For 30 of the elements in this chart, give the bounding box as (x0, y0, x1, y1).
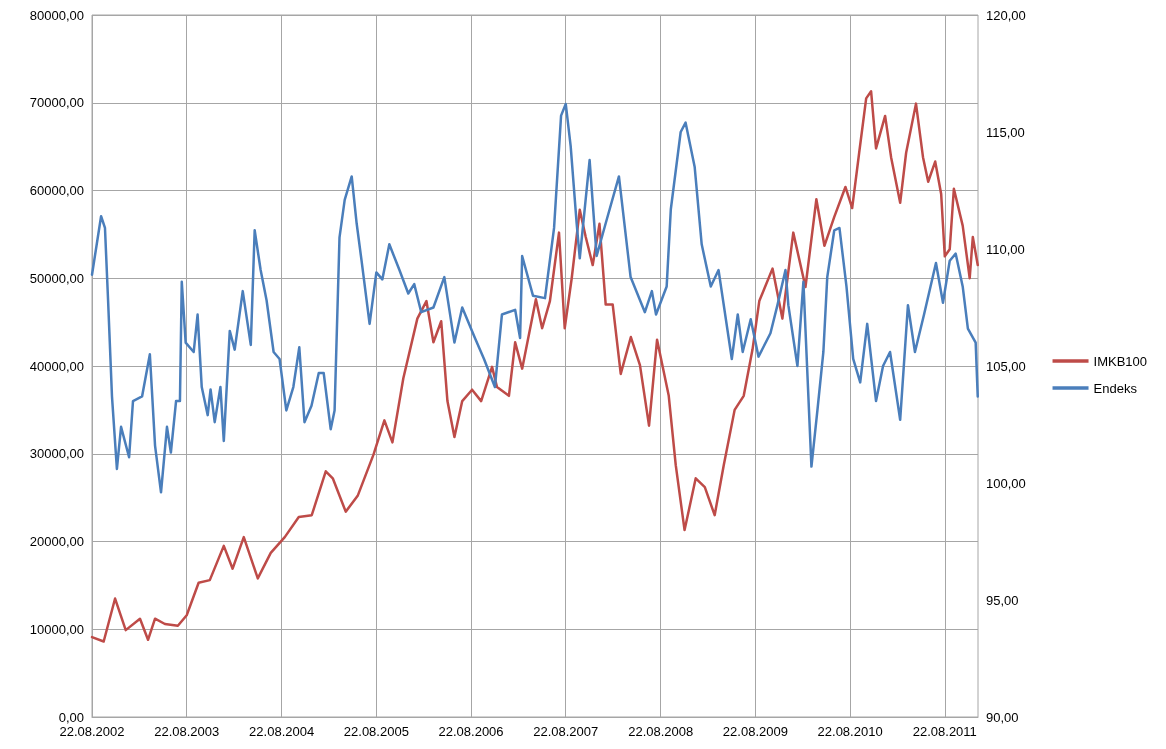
legend-label: IMKB100 (1093, 353, 1148, 369)
x-tick-label: 22.08.2007 (533, 724, 599, 739)
y2-tick-label: 95,00 (986, 592, 1019, 608)
y-tick-label: 70000,00 (29, 95, 84, 111)
legend-label: Endeks (1093, 380, 1138, 396)
y-tick-label: 50000,00 (29, 270, 84, 286)
x-tick-label: 22.08.2008 (628, 724, 694, 739)
y2-tick-label: 90,00 (986, 709, 1019, 725)
x-tick-label: 22.08.2005 (343, 724, 409, 739)
y-tick-label: 80000,00 (29, 7, 84, 23)
y-tick-label: 20000,00 (29, 534, 84, 549)
y-tick-label: 60000,00 (29, 183, 84, 198)
x-tick-label: 22.08.2004 (249, 724, 315, 739)
y2-tick-label: 120,00 (986, 7, 1026, 23)
x-tick-label: 22.08.2009 (722, 724, 788, 739)
x-tick-label: 22.08.2003 (154, 724, 220, 739)
y-tick-label: 10000,00 (29, 621, 84, 637)
y-tick-label: 0,00 (58, 709, 84, 725)
y-tick-label: 30000,00 (29, 446, 84, 462)
y2-tick-label: 100,00 (986, 475, 1026, 491)
x-tick-label: 22.08.2006 (438, 724, 504, 739)
x-tick-label: 22.08.2011 (912, 724, 977, 739)
y2-tick-label: 110,00 (986, 241, 1025, 257)
y2-tick-label: 105,00 (986, 358, 1026, 374)
x-tick-label: 22.08.2010 (817, 724, 883, 739)
y-tick-label: 40000,00 (29, 358, 84, 374)
x-tick-label: 22.08.2002 (59, 724, 125, 739)
y2-tick-label: 115,00 (986, 124, 1025, 140)
line-series (90, 90, 979, 643)
line-series (90, 102, 979, 494)
